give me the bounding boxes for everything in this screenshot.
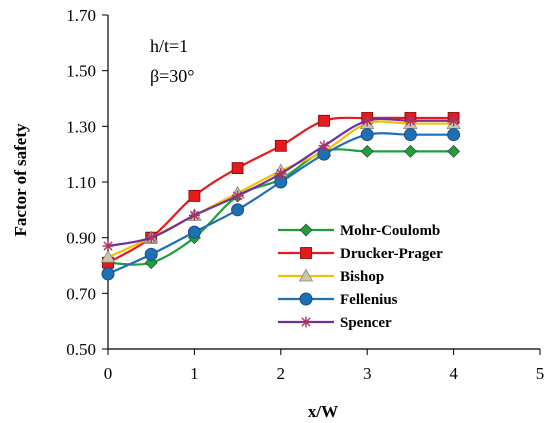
legend-swatch-marker [298,268,314,282]
data-point [403,144,417,158]
plot-area [108,15,540,349]
y-tick-label: 0.50 [66,340,96,359]
legend-item: Drucker-Prager [278,246,443,262]
data-point [102,240,114,252]
legend-swatch-marker [300,316,312,328]
data-point [100,249,116,263]
data-point [448,115,460,127]
x-tick-label: 1 [190,364,199,383]
data-point [231,203,245,217]
legend-item: Bishop [278,268,384,285]
data-point [187,225,201,239]
data-point [231,162,244,174]
data-point [188,209,200,221]
plot-background [108,15,540,349]
y-tick-label: 1.70 [66,6,96,25]
legend-item: Mohr-Coulomb [278,223,440,239]
data-point [360,128,374,142]
legend-label: Drucker-Prager [340,246,443,262]
legend-swatch-marker [299,292,313,306]
x-tick-label: 3 [363,364,372,383]
data-point [404,115,416,127]
legend: Mohr-Coulomb Drucker-Prager Bishop Felleniu… [278,223,443,331]
data-point [188,190,201,202]
data-point [232,190,244,202]
data-point [144,247,158,261]
data-point [447,128,461,142]
data-point [275,168,287,180]
annotations: h/t=1 β=30° [150,36,195,86]
data-point [318,114,330,127]
legend-swatch-marker [299,223,313,237]
y-tick-label: 1.50 [66,62,96,81]
axes: 0.50 0.70 0.90 1.10 1.30 1.50 1.70 0 1 2 3 4 5 [66,6,544,383]
data-point [101,267,115,281]
legend-item: Spencer [278,315,392,331]
x-tick-label: 5 [536,364,545,383]
y-axis-title: Factor of safety [11,123,30,236]
x-tick-label: 4 [449,364,458,383]
y-tick-label: 1.10 [66,173,96,192]
series-spencer [102,115,460,252]
data-point [274,139,287,152]
legend-swatch-marker [300,247,312,259]
x-tick-label: 0 [104,364,113,383]
data-point [447,144,461,158]
y-tick-label: 0.90 [66,229,96,248]
legend-label: Bishop [340,269,384,285]
annotation-height-ratio: h/t=1 [150,36,188,56]
data-point [318,140,330,152]
series-group [100,112,461,281]
y-tick-label: 0.70 [66,284,96,303]
data-point [403,128,417,142]
legend-label: Mohr-Coulomb [340,223,440,239]
y-tick-label: 1.30 [66,117,96,136]
series-fellenius [101,128,461,281]
legend-label: Spencer [340,315,392,331]
data-point [360,144,374,158]
legend-label: Fellenius [340,292,398,308]
data-point [361,115,373,127]
annotation-slope-angle: β=30° [150,66,195,86]
data-point [145,232,157,244]
x-tick-label: 2 [277,364,286,383]
x-axis-title: x/W [308,402,338,421]
legend-item: Fellenius [278,292,398,308]
